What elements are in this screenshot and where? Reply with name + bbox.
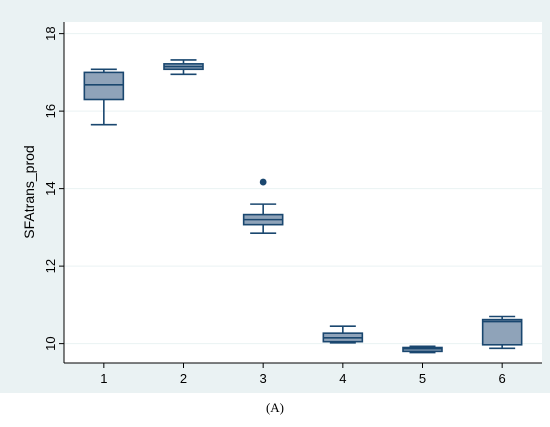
box-group-2 [163,59,204,76]
grid-layer [64,33,542,345]
plot-area [64,22,542,363]
box-group-1 [83,68,125,126]
figure-caption: (A) [0,400,550,416]
caption-text: (A) [265,400,285,415]
y-tick-label: 10 [43,336,58,350]
outlier-point [259,178,267,186]
box-group-5 [402,345,443,354]
y-tick-label: 14 [43,181,58,195]
x-tick-label: 6 [499,371,506,386]
x-tick-label: 2 [180,371,187,386]
box-group-4 [322,325,364,344]
y-axis-label: SFAtrans_prod [21,145,37,238]
box-group-3 [242,178,284,234]
axes [63,22,542,364]
box-group-6 [481,315,523,350]
x-tick-label: 3 [260,371,267,386]
x-tick-label: 4 [339,371,346,386]
y-tick-label: 12 [43,259,58,273]
y-tick-label: 16 [43,104,58,118]
x-tick-label: 5 [419,371,426,386]
boxes [83,59,523,354]
box-iqr [83,71,125,101]
x-tick-label: 1 [100,371,107,386]
box-iqr [481,318,523,346]
y-tick-label: 18 [43,26,58,40]
